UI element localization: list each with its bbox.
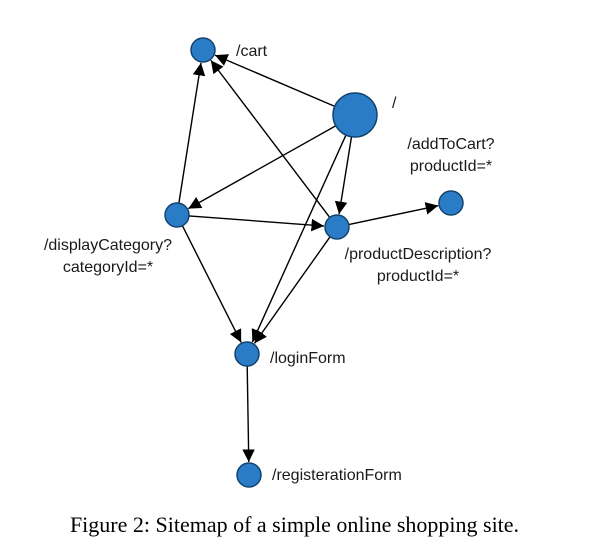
node-cart <box>190 37 216 63</box>
node-label-line: productId=* <box>410 158 492 175</box>
edge-productDescription-to-addToCart <box>348 202 439 226</box>
node-label-line: /addToCart? <box>407 136 494 153</box>
node-label-line: productId=* <box>377 268 459 285</box>
node-displayCategory <box>164 202 190 228</box>
node-label-loginForm: /loginForm <box>270 350 346 367</box>
node-label-addToCart: /addToCart? productId=* <box>407 136 494 175</box>
node-root <box>332 92 378 138</box>
edge-displayCategory-to-cart <box>178 62 206 204</box>
node-label-line: /displayCategory? <box>44 237 172 254</box>
node-loginForm <box>234 341 260 367</box>
edge-root-to-displayCategory <box>187 125 337 210</box>
edge-displayCategory-to-productDescription <box>188 215 325 232</box>
edges-layer <box>178 54 439 463</box>
sitemap-diagram: / /cart/addToCart? productId=* /displayCate… <box>44 37 495 488</box>
edge-displayCategory-to-loginForm <box>181 225 242 343</box>
node-label-line: /loginForm <box>270 350 346 367</box>
edge-loginForm-to-registerationForm <box>242 365 255 463</box>
edge-root-to-productDescription <box>334 136 353 215</box>
node-productDescription <box>324 214 350 240</box>
edge-productDescription-to-cart <box>210 59 331 218</box>
node-label-line: /registerationForm <box>272 467 402 484</box>
edge-productDescription-to-loginForm <box>253 236 331 344</box>
node-label-displayCategory: /displayCategory? categoryId=* <box>44 237 172 276</box>
nodes-layer <box>164 37 464 488</box>
node-label-cart: /cart <box>236 43 268 60</box>
labels-layer: / /cart/addToCart? productId=* /displayCate… <box>44 43 495 484</box>
figure-caption: Figure 2: Sitemap of a simple online sho… <box>69 512 520 537</box>
edge-root-to-loginForm <box>251 134 347 343</box>
node-label-root: / <box>392 95 397 112</box>
node-label-line: categoryId=* <box>63 259 153 276</box>
node-label-line: /cart <box>236 43 268 60</box>
node-label-productDescription: /productDescription? productId=* <box>345 246 492 285</box>
node-addToCart <box>438 190 464 216</box>
node-label-line: / <box>392 95 397 112</box>
node-label-line: /productDescription? <box>345 246 492 263</box>
node-label-registerationForm: /registerationForm <box>272 467 402 484</box>
node-registerationForm <box>236 462 262 488</box>
edge-root-to-cart <box>214 54 336 107</box>
